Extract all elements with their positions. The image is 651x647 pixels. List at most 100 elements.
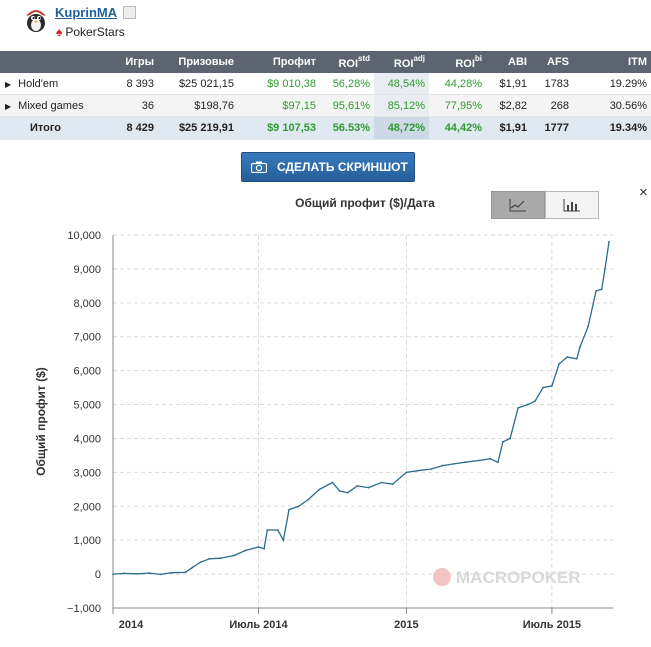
y-tick-label: 7,000 [73, 332, 101, 344]
y-tick-label: 1,000 [73, 535, 101, 547]
cell-afs: 268 [550, 99, 569, 112]
col-games-header[interactable]: Игры [110, 51, 158, 73]
col-afs-header[interactable]: AFS [531, 51, 573, 73]
col-abi-header[interactable]: ABI [486, 51, 531, 73]
col-itm-header[interactable]: ITM [573, 51, 651, 73]
stats-table: Игры Призовые Профит ROIstd ROIadj ROIbi… [0, 51, 651, 140]
cell-games: 36 [141, 99, 154, 112]
y-tick-label: 5,000 [73, 400, 101, 412]
data-point [318, 488, 321, 491]
col-roi-adj-header[interactable]: ROIadj [374, 51, 429, 73]
col-profit-header[interactable]: Профит [238, 51, 320, 73]
data-point [148, 572, 151, 574]
data-point [380, 481, 383, 484]
total-label: Итого [0, 116, 110, 140]
data-point [244, 549, 247, 552]
y-tick-label: 10,000 [67, 230, 101, 242]
line-chart-icon [509, 199, 526, 212]
data-point [517, 407, 520, 409]
total-roi-std: 56.53% [320, 116, 374, 140]
row-name[interactable]: ▶ Hold'em [5, 77, 59, 90]
expand-triangle-icon[interactable]: ▶ [5, 101, 12, 111]
data-point [575, 357, 578, 360]
data-point [566, 356, 569, 358]
data-point [276, 529, 279, 531]
total-profit: $9 107,53 [238, 116, 320, 140]
chart-type-toggle [491, 191, 599, 219]
username-link[interactable]: KuprinMA [55, 5, 118, 20]
data-point [307, 498, 310, 501]
screenshot-button-label: СДЕЛАТЬ СКРИНШОТ [277, 160, 408, 174]
data-point [191, 566, 194, 569]
data-point [159, 573, 162, 576]
data-point [282, 539, 285, 542]
avatar [26, 10, 46, 32]
col-name-header [0, 51, 110, 73]
cell-roi-adj: 48,54% [374, 73, 429, 95]
total-prize: $25 219,91 [158, 116, 238, 140]
y-tick-label: 4,000 [73, 433, 101, 445]
data-point [356, 485, 359, 487]
chart-title: Общий профит ($)/Дата [295, 196, 435, 210]
data-point [501, 440, 504, 443]
col-roi-bi-header[interactable]: ROIbi [429, 51, 486, 73]
close-icon[interactable]: × [639, 184, 648, 201]
poker-room: ♠ PokerStars [56, 25, 125, 39]
data-point [199, 561, 202, 564]
data-point [288, 508, 290, 511]
data-point [497, 461, 499, 464]
cell-games: 8 393 [126, 77, 154, 90]
table-row[interactable]: ▶ Mixed games 36 $198,76 $97,15 95,61% 85… [0, 94, 651, 117]
table-total-row: Итого 8 429 $25 219,91 $9 107,53 56.53% … [0, 116, 651, 140]
total-roi-bi: 44,42% [429, 116, 486, 140]
data-point [346, 491, 349, 494]
cell-roi-bi: 77,95% [444, 99, 482, 112]
watermark-text: MACROPOKER [456, 568, 581, 587]
data-point [112, 573, 114, 575]
data-point [600, 288, 603, 291]
bar-chart-icon [563, 199, 580, 212]
data-point [595, 290, 598, 292]
data-point [526, 403, 529, 406]
screenshot-button[interactable]: СДЕЛАТЬ СКРИНШОТ [241, 152, 415, 182]
data-point [464, 461, 466, 464]
data-point [416, 469, 419, 472]
data-point [266, 529, 269, 531]
data-point [430, 468, 433, 470]
bar-chart-toggle-button[interactable] [545, 191, 599, 219]
cell-prize: $198,76 [194, 99, 234, 112]
total-roi-adj: 48,72% [374, 116, 429, 140]
x-tick-label: Июль 2015 [523, 619, 581, 631]
cell-itm: 19.29% [609, 77, 647, 90]
col-prize-header[interactable]: Призовые [158, 51, 238, 73]
room-name: PokerStars [65, 25, 125, 39]
user-extra-icon[interactable] [123, 6, 136, 19]
cell-roi-bi: 44,28% [444, 77, 482, 90]
data-point [587, 325, 589, 328]
cell-itm: 30.56% [609, 99, 647, 112]
total-itm: 19.34% [573, 116, 651, 140]
data-point [184, 571, 187, 574]
data-point [608, 240, 610, 243]
y-tick-label: 9,000 [73, 264, 101, 276]
cell-abi: $2,82 [499, 99, 527, 112]
x-tick-label: Июль 2014 [229, 619, 288, 631]
y-tick-label: 6,000 [73, 366, 101, 378]
x-tick-label: 2014 [119, 619, 144, 631]
data-point [123, 572, 126, 575]
data-point [477, 459, 480, 462]
total-afs: 1777 [531, 116, 573, 140]
total-abi: $1,91 [486, 116, 531, 140]
line-chart-toggle-button[interactable] [491, 191, 545, 219]
data-point [551, 384, 553, 387]
data-point [509, 437, 512, 440]
expand-triangle-icon[interactable]: ▶ [5, 79, 12, 89]
table-row[interactable]: ▶ Hold'em 8 393 $25 021,15 $9 010,38 56,2… [0, 73, 651, 95]
data-point [489, 457, 491, 460]
watermark-logo-icon [433, 568, 451, 586]
row-name[interactable]: ▶ Mixed games [5, 99, 84, 112]
cell-abi: $1,91 [499, 77, 527, 90]
col-roi-std-header[interactable]: ROIstd [320, 51, 374, 73]
cell-afs: 1783 [544, 77, 569, 90]
user-header: KuprinMA ♠ PokerStars [0, 0, 651, 48]
